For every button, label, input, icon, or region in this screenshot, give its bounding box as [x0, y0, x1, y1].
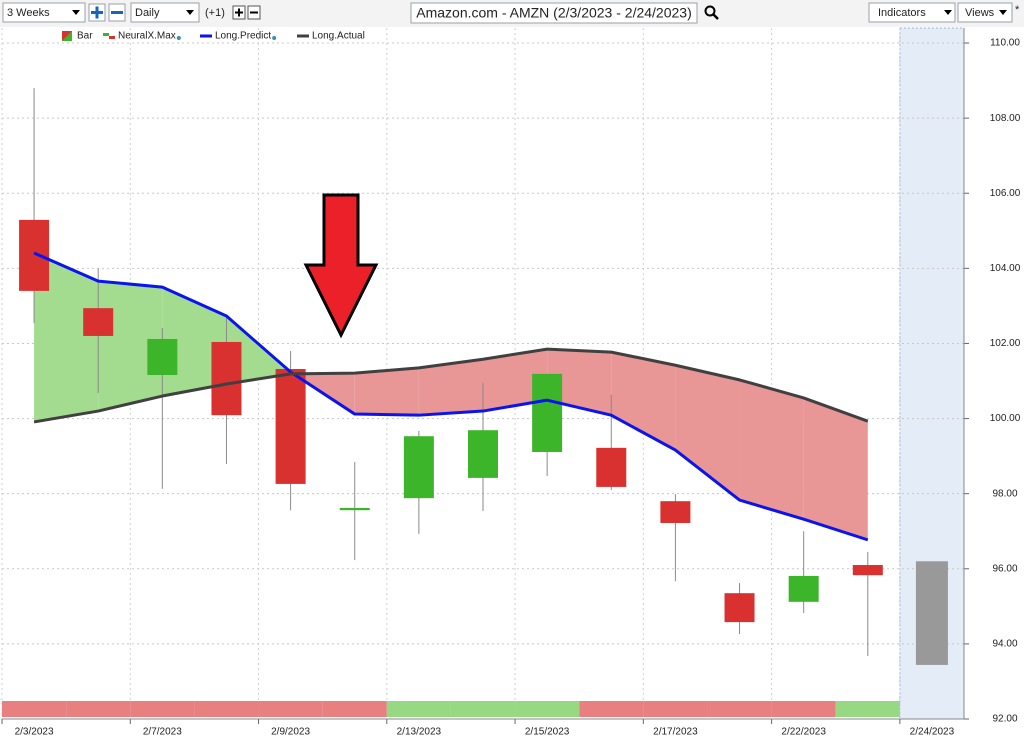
- signal-segment: [707, 701, 772, 717]
- signal-segment: [386, 701, 451, 717]
- signal-segment: [771, 701, 836, 717]
- x-tick-label: 2/17/2023: [653, 727, 698, 738]
- x-tick-label: 2/3/2023: [15, 727, 54, 738]
- signal-segment: [579, 701, 644, 717]
- dropdown-arrow: [944, 10, 952, 15]
- difference-fill: [418, 359, 483, 416]
- candle-body: [275, 368, 306, 484]
- y-tick-label: 106.00: [990, 188, 1021, 199]
- interval-text: Daily: [135, 7, 160, 19]
- y-tick-label: 102.00: [990, 338, 1021, 349]
- x-tick-label: 2/13/2023: [397, 727, 442, 738]
- star-text: *: [1015, 4, 1020, 16]
- y-tick-label: 100.00: [990, 413, 1021, 424]
- candle-body: [532, 373, 563, 452]
- plot-area: 92.00 94.00 96.00 98.00 100.00 102.00 104.00 10…: [1, 27, 1021, 738]
- legend-icon: [62, 31, 72, 41]
- dropdown-arrow: [999, 10, 1007, 15]
- offset-text: (+1): [205, 7, 225, 19]
- range-select[interactable]: [2, 2, 86, 23]
- difference-fill: [803, 397, 868, 540]
- candle-body: [339, 507, 370, 511]
- signal-segment: [322, 701, 387, 717]
- candle-body: [211, 341, 242, 416]
- x-tick-label: 2/9/2023: [271, 727, 310, 738]
- signal-segment: [130, 701, 195, 717]
- difference-fill: [483, 349, 548, 412]
- difference-fill: [162, 287, 227, 397]
- signal-segment: [450, 701, 516, 717]
- difference-fill: [739, 379, 804, 520]
- chart-title: Amazon.com - AMZN (2/3/2023 - 2/24/2023): [416, 5, 691, 21]
- difference-fill: [226, 316, 291, 385]
- y-tick-label: 96.00: [992, 563, 1017, 574]
- arrow-annotation: [303, 193, 379, 339]
- candle-body: [83, 308, 114, 336]
- signal-segment: [66, 701, 131, 717]
- series-line: [33, 251, 869, 542]
- candle-body: [19, 219, 50, 291]
- title-box: [410, 2, 698, 24]
- legend-label: Long.Actual: [312, 31, 365, 42]
- y-tick-label: 110.00: [990, 38, 1020, 49]
- views-text: Views: [965, 7, 995, 19]
- y-tick-label: 92.00: [992, 714, 1017, 725]
- x-tick-label: 2/22/2023: [781, 727, 826, 738]
- difference-fill: [34, 252, 99, 422]
- signal-segment: [2, 701, 67, 717]
- y-tick-label: 94.00: [992, 639, 1017, 650]
- interval-select[interactable]: [130, 2, 200, 23]
- legend-icon: [103, 33, 109, 36]
- legend-dot: [176, 36, 181, 40]
- dropdown-arrow: [72, 10, 80, 15]
- candle-body: [147, 338, 178, 376]
- difference-fill: [611, 352, 676, 451]
- indicators-text: Indicators: [878, 7, 926, 19]
- legend-label: NeuralX.Max: [118, 31, 176, 42]
- difference-fill: [354, 367, 419, 416]
- y-tick-label: 108.00: [990, 113, 1021, 124]
- candle-body: [403, 436, 434, 499]
- dropdown-arrow: [186, 10, 194, 15]
- legend-dot: [272, 36, 277, 40]
- signal-segment: [258, 701, 323, 717]
- candle-body: [852, 565, 883, 576]
- legend-label: Bar: [77, 31, 93, 42]
- difference-fill: [98, 281, 163, 412]
- signal-segment: [515, 701, 580, 717]
- difference-fill: [547, 349, 612, 416]
- x-tick-label: 2/15/2023: [525, 727, 570, 738]
- signal-segment: [643, 701, 708, 717]
- y-tick-label: 104.00: [990, 263, 1021, 274]
- legend-label: Long.Predict: [215, 31, 271, 42]
- plus-icon: [91, 6, 103, 19]
- forecast-bar: [915, 561, 948, 665]
- signal-segment: [835, 701, 900, 717]
- plus-icon: [235, 8, 243, 17]
- series-line: [33, 347, 869, 424]
- range-text: 3 Weeks: [7, 7, 50, 19]
- candle-body: [724, 593, 755, 623]
- candle-body: [468, 430, 498, 478]
- signal-segment: [194, 701, 259, 717]
- x-tick-label: 2/24/2023: [910, 727, 955, 738]
- candle-body: [788, 575, 819, 602]
- legend-icon: [109, 36, 115, 39]
- difference-fill: [675, 365, 740, 501]
- indicators-select[interactable]: [868, 2, 956, 23]
- candle-body: [596, 447, 627, 487]
- x-tick-label: 2/7/2023: [143, 727, 182, 738]
- views-select[interactable]: [957, 2, 1013, 23]
- y-tick-label: 98.00: [992, 488, 1017, 499]
- search-button[interactable]: [704, 5, 719, 20]
- candle-body: [660, 501, 691, 523]
